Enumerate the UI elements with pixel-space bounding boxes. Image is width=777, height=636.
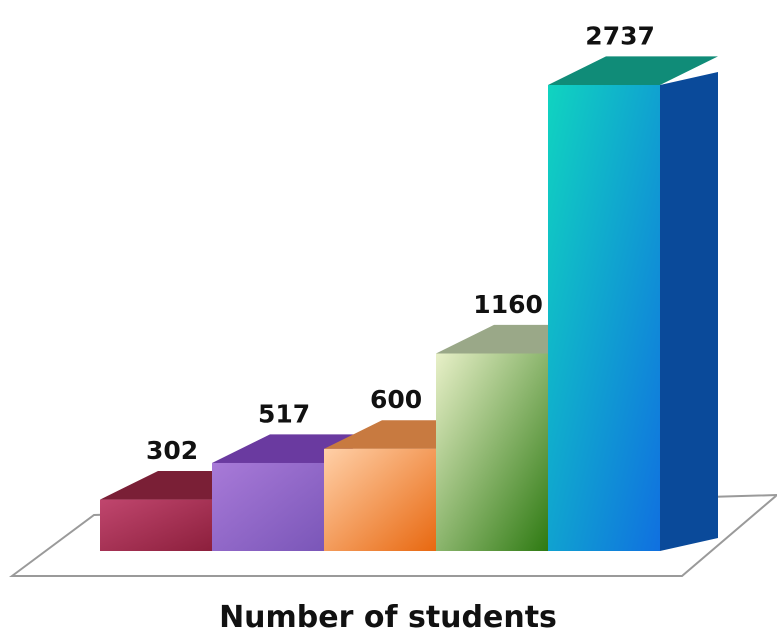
value-label-3: 600 — [370, 385, 422, 414]
value-label-2: 517 — [258, 399, 310, 428]
bar-front — [212, 462, 324, 551]
bar-5 — [548, 56, 718, 551]
value-label-4: 1160 — [473, 290, 543, 319]
bar-front — [548, 85, 660, 551]
value-label-1: 302 — [146, 436, 198, 465]
x-axis-title: Number of students — [219, 600, 557, 635]
bars-group — [100, 56, 718, 551]
bar-front — [324, 448, 436, 551]
bar-front — [100, 499, 212, 551]
value-labels-group: 302 517 600 1160 2737 — [146, 21, 655, 465]
value-label-5: 2737 — [585, 21, 655, 50]
bar-top — [548, 56, 718, 85]
bar-side — [660, 72, 718, 551]
bar-front — [436, 353, 548, 551]
